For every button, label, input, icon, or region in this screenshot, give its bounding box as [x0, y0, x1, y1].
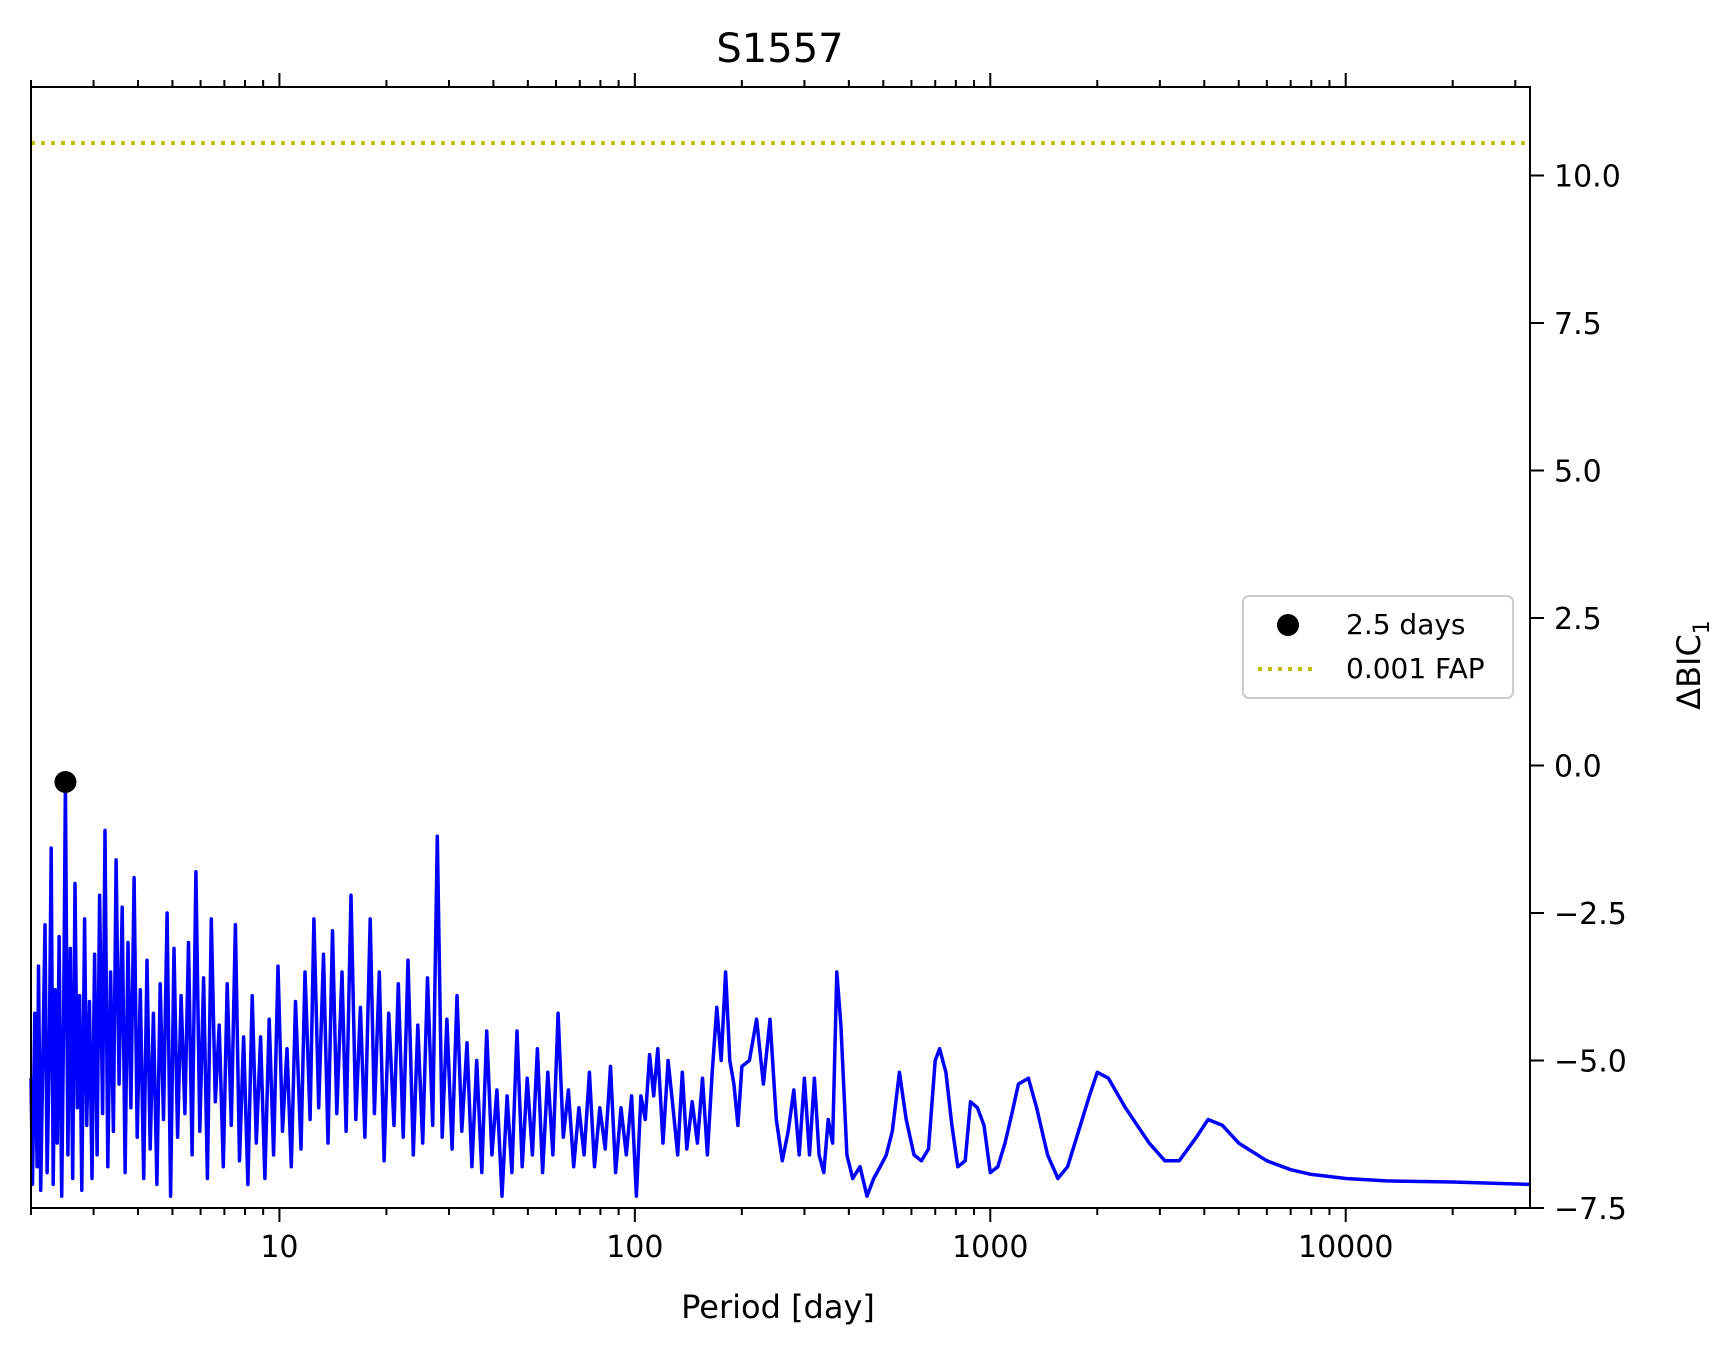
- legend-box: [1242, 595, 1514, 699]
- legend: 2.5 days 0.001 FAP: [1242, 595, 1514, 699]
- series-line-0: [29, 781, 1531, 1198]
- chart-title: S1557: [716, 26, 843, 72]
- y-tick-label: 2.5: [1554, 602, 1602, 637]
- legend-label-fap: 0.001 FAP: [1346, 652, 1485, 685]
- y-tick-label: 5.0: [1554, 455, 1602, 490]
- y-axis-title: ΔBIC1: [1670, 620, 1715, 710]
- y-tick-label: −2.5: [1554, 897, 1627, 932]
- x-axis-title: Period [day]: [681, 1288, 875, 1326]
- y-tick-label: 10.0: [1554, 160, 1621, 195]
- peak-marker: [54, 771, 77, 794]
- legend-marker-peak: [1277, 614, 1299, 636]
- legend-label-peak: 2.5 days: [1346, 608, 1466, 641]
- y-tick-label: −5.0: [1554, 1045, 1627, 1080]
- plot-area: [29, 141, 1531, 1198]
- x-tick-label: 10000: [1298, 1230, 1393, 1265]
- y-tick-label: −7.5: [1554, 1192, 1627, 1227]
- y-axis-title-subscript: 1: [1690, 620, 1715, 634]
- axis-ticks: 10 100 1000 10000 10.0 7.5 5.0 2.5 0.0 −2.5 −5.0 −7…: [30, 73, 1627, 1265]
- plot-frame: [30, 86, 1531, 1209]
- y-axis-title-main: ΔBIC: [1670, 634, 1708, 710]
- x-tick-label: 1000: [952, 1230, 1028, 1265]
- x-tick-label: 100: [606, 1230, 663, 1265]
- x-tick-label: 10: [260, 1230, 298, 1265]
- y-tick-label: 7.5: [1554, 307, 1602, 342]
- y-tick-label: 0.0: [1554, 750, 1602, 785]
